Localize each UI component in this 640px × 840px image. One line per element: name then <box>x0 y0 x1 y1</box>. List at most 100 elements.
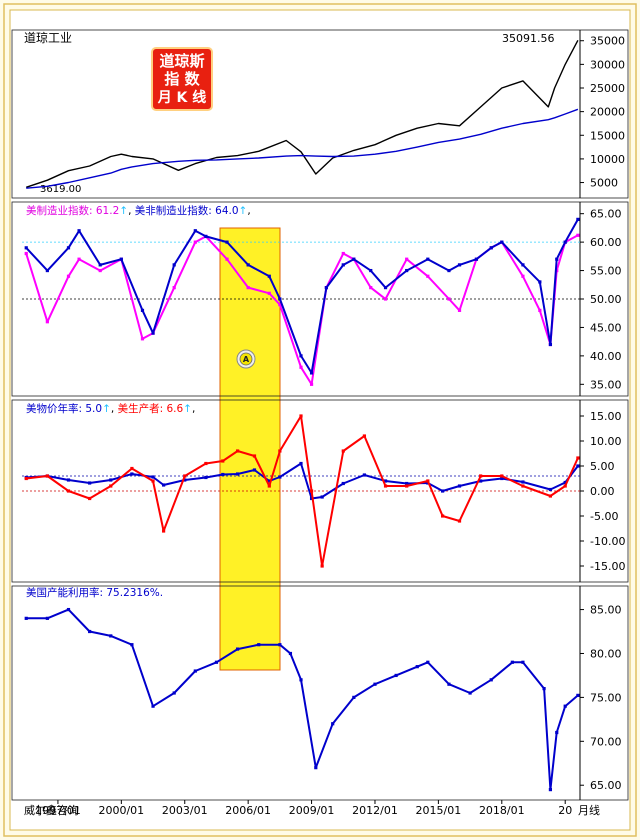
data-point <box>538 308 542 312</box>
data-point <box>66 607 71 612</box>
data-point <box>500 476 504 481</box>
data-point <box>130 472 134 476</box>
data-point <box>66 274 71 278</box>
data-point <box>309 496 314 501</box>
y-tick-label: 20000 <box>590 106 625 119</box>
data-point <box>383 286 388 290</box>
x-tick-label: 1997/01 <box>35 804 81 817</box>
data-point <box>24 251 28 256</box>
y-tick-label: 55.00 <box>590 265 622 278</box>
panel-pmi <box>11 201 629 397</box>
data-point <box>130 466 134 471</box>
data-point <box>426 257 430 261</box>
data-point <box>538 280 542 284</box>
data-point <box>548 494 553 498</box>
data-point <box>162 529 166 533</box>
data-point <box>309 382 314 386</box>
data-point <box>362 473 367 477</box>
data-point <box>299 354 303 358</box>
data-point <box>299 461 303 466</box>
dow-title: 道琼工业 <box>24 30 72 45</box>
data-point <box>130 643 134 647</box>
data-point <box>66 478 71 482</box>
data-point <box>441 514 445 518</box>
y-tick-label: 10000 <box>590 153 625 166</box>
y-tick-label: 15000 <box>590 129 625 142</box>
legend-nonmanufacturing: 美非制造业指数: 64.0 <box>135 204 239 217</box>
data-point <box>66 489 71 493</box>
data-point <box>235 449 240 453</box>
data-point <box>45 320 49 324</box>
data-point <box>563 484 567 488</box>
source-label: 威尔鑫咨询 <box>24 803 79 817</box>
y-tick-label: 65.00 <box>590 208 622 221</box>
data-point <box>320 495 324 499</box>
data-point <box>405 481 409 486</box>
data-point <box>320 564 324 568</box>
data-point <box>341 449 345 453</box>
data-point <box>267 479 271 483</box>
x-tick-label: 2012/01 <box>352 804 398 817</box>
data-point <box>77 257 81 261</box>
data-point <box>521 484 525 488</box>
data-point <box>479 474 483 478</box>
period-label: 月线 <box>578 803 600 817</box>
logo-line2: 指 数 <box>164 70 200 88</box>
up-arrow-icon: ↑ <box>119 205 128 217</box>
data-point <box>521 274 525 278</box>
data-point <box>576 456 580 460</box>
data-point <box>383 484 388 488</box>
data-point <box>373 682 377 686</box>
legend-manufacturing: 美制造业指数: 61.2 <box>26 204 119 217</box>
data-point <box>447 682 451 686</box>
data-point <box>109 484 113 488</box>
x-tick-label: 2000/01 <box>98 804 144 817</box>
data-point <box>109 478 113 482</box>
data-point <box>183 478 187 482</box>
data-point <box>24 476 28 481</box>
data-point <box>252 468 257 472</box>
data-point <box>151 331 155 335</box>
data-point <box>474 257 479 261</box>
data-point <box>162 483 166 487</box>
data-point <box>204 234 208 239</box>
y-tick-label: 15.00 <box>590 410 622 423</box>
data-point <box>193 669 197 673</box>
data-point <box>45 474 49 478</box>
data-point <box>278 449 282 453</box>
data-point <box>576 217 580 221</box>
data-point <box>341 251 345 256</box>
data-point <box>457 263 462 267</box>
data-point <box>521 660 525 664</box>
data-point <box>183 474 187 478</box>
data-point <box>204 475 208 480</box>
up-arrow-icon: ↑ <box>102 403 111 415</box>
data-point <box>246 263 250 267</box>
data-point <box>299 678 303 682</box>
data-point <box>257 643 261 647</box>
data-point <box>235 647 240 651</box>
x-tick-label: 2015/01 <box>416 804 462 817</box>
y-tick-label: 0.00 <box>590 485 615 498</box>
logo-line3: 月 K 线 <box>157 89 207 106</box>
data-point <box>555 730 559 735</box>
data-point <box>548 788 553 792</box>
data-point <box>309 371 314 375</box>
data-point <box>278 297 282 301</box>
data-point <box>542 687 546 691</box>
dow-last-value: 35091.56 <box>502 32 555 45</box>
data-point <box>489 246 493 250</box>
up-arrow-icon: ↑ <box>183 403 192 415</box>
data-point <box>221 472 225 477</box>
y-tick-label: 35000 <box>590 35 625 48</box>
data-point <box>457 519 462 523</box>
y-tick-label: 65.00 <box>590 779 622 792</box>
logo-line1: 道琼斯 <box>159 52 204 70</box>
y-tick-label: -10.00 <box>590 535 625 548</box>
data-point <box>172 286 176 290</box>
data-point <box>24 246 28 250</box>
series-line-3-0 <box>26 608 579 791</box>
data-point <box>383 297 388 301</box>
marker-a-icon: A <box>236 349 256 369</box>
data-point <box>447 297 451 301</box>
